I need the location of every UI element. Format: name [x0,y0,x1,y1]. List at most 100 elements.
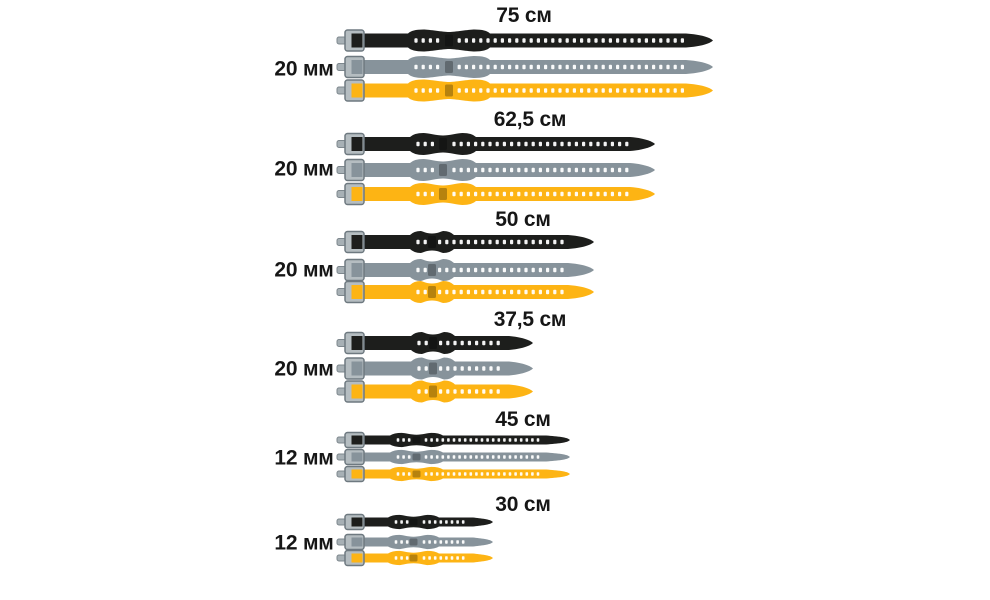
buckle-strap-window [351,384,363,399]
strap-keeper [388,514,439,530]
strap-keeper [410,183,476,205]
strap-gray-75cm [336,55,713,79]
strap-yellow-62-5cm [336,182,655,206]
strap-holes [394,556,465,560]
strap-keeper [388,550,439,566]
width-label-30cm: 12 мм [274,531,334,555]
strap-holes [416,239,564,245]
buckle-strap-window [351,137,363,151]
length-label-37-5cm: 37,5 см [493,308,567,331]
buckle-strap-window [351,553,363,563]
keeper-slot [445,61,453,73]
buckle-strap-window [351,469,363,479]
strap-gray-37-5cm [336,357,533,380]
keeper-slot [412,470,421,478]
keeper-slot [409,518,418,526]
strap-yellow-45cm [336,465,570,483]
keeper-slot [428,264,436,276]
strap-band [351,285,594,299]
strap-yellow-75cm [336,79,713,102]
buckle-strap-window [351,83,363,98]
strap-keeper [408,56,490,78]
buckle-strap-window [351,285,363,299]
strap-yellow-50cm [336,280,594,304]
strap-holes [417,389,500,394]
strap-black-37-5cm [336,331,533,355]
keeper-slot [429,362,437,375]
strap-holes [414,88,684,93]
width-label-62-5cm: 20 мм [274,157,334,181]
strap-keeper [408,79,490,102]
strap-holes [414,64,684,70]
keeper-slot [412,436,421,444]
strap-band [351,263,594,277]
keeper-slot [428,236,436,248]
buckle-strap-window [351,361,363,376]
strap-keeper [388,534,439,550]
strap-yellow-37-5cm [336,380,533,403]
buckle-strap-window [351,187,363,201]
buckle-strap-window [351,452,363,462]
strap-gray-30cm [336,533,493,551]
keeper-slot [445,34,453,47]
strap-gray-62-5cm [336,158,655,182]
strap-holes [396,455,540,459]
strap-gray-50cm [336,258,594,282]
strap-holes [416,191,629,197]
strap-holes [394,520,465,524]
strap-holes [416,267,564,273]
buckle-strap-window [351,537,363,547]
buckle-strap-window [351,235,363,249]
strap-holes [417,366,500,371]
strap-holes [416,167,629,173]
strap-keeper [410,259,454,281]
width-label-37-5cm: 20 мм [274,357,334,381]
strap-holes [414,38,684,43]
buckle-strap-window [351,517,363,527]
strap-band [351,235,594,249]
keeper-slot [412,453,421,461]
strap-keeper [408,29,490,52]
strap-keeper [410,159,476,181]
strap-holes [417,340,500,346]
strap-keeper [390,466,443,482]
keeper-slot [409,554,418,562]
length-label-62-5cm: 62,5 см [493,108,567,131]
strap-keeper [411,332,455,354]
keeper-slot [439,164,447,176]
strap-holes [416,141,629,147]
keeper-slot [429,385,437,398]
strap-gray-45cm [336,448,570,466]
strap-yellow-30cm [336,549,493,567]
length-label-75cm: 75 см [496,4,552,27]
strap-keeper [411,380,455,403]
buckle-strap-window [351,263,363,277]
buckle-strap-window [351,435,363,445]
buckle-strap-window [351,163,363,177]
strap-black-75cm [336,29,713,52]
strap-black-45cm [336,431,570,449]
buckle-strap-window [351,336,363,350]
keeper-slot [439,138,447,150]
strap-keeper [390,449,443,465]
width-label-75cm: 20 мм [274,57,334,81]
strap-keeper [411,357,455,380]
keeper-slot [428,286,436,298]
keeper-slot [439,188,447,200]
strap-holes [396,472,540,476]
length-label-30cm: 30 см [495,493,551,516]
width-label-45cm: 12 мм [274,446,334,470]
keeper-slot [445,84,453,97]
length-label-45cm: 45 см [495,408,551,431]
strap-keeper [390,432,443,448]
strap-holes [396,438,540,442]
width-label-50cm: 20 мм [274,258,334,282]
strap-black-62-5cm [336,132,655,156]
strap-keeper [410,281,454,303]
strap-black-50cm [336,230,594,254]
strap-holes [416,289,564,295]
buckle-strap-window [351,33,363,48]
length-label-50cm: 50 см [495,208,551,231]
